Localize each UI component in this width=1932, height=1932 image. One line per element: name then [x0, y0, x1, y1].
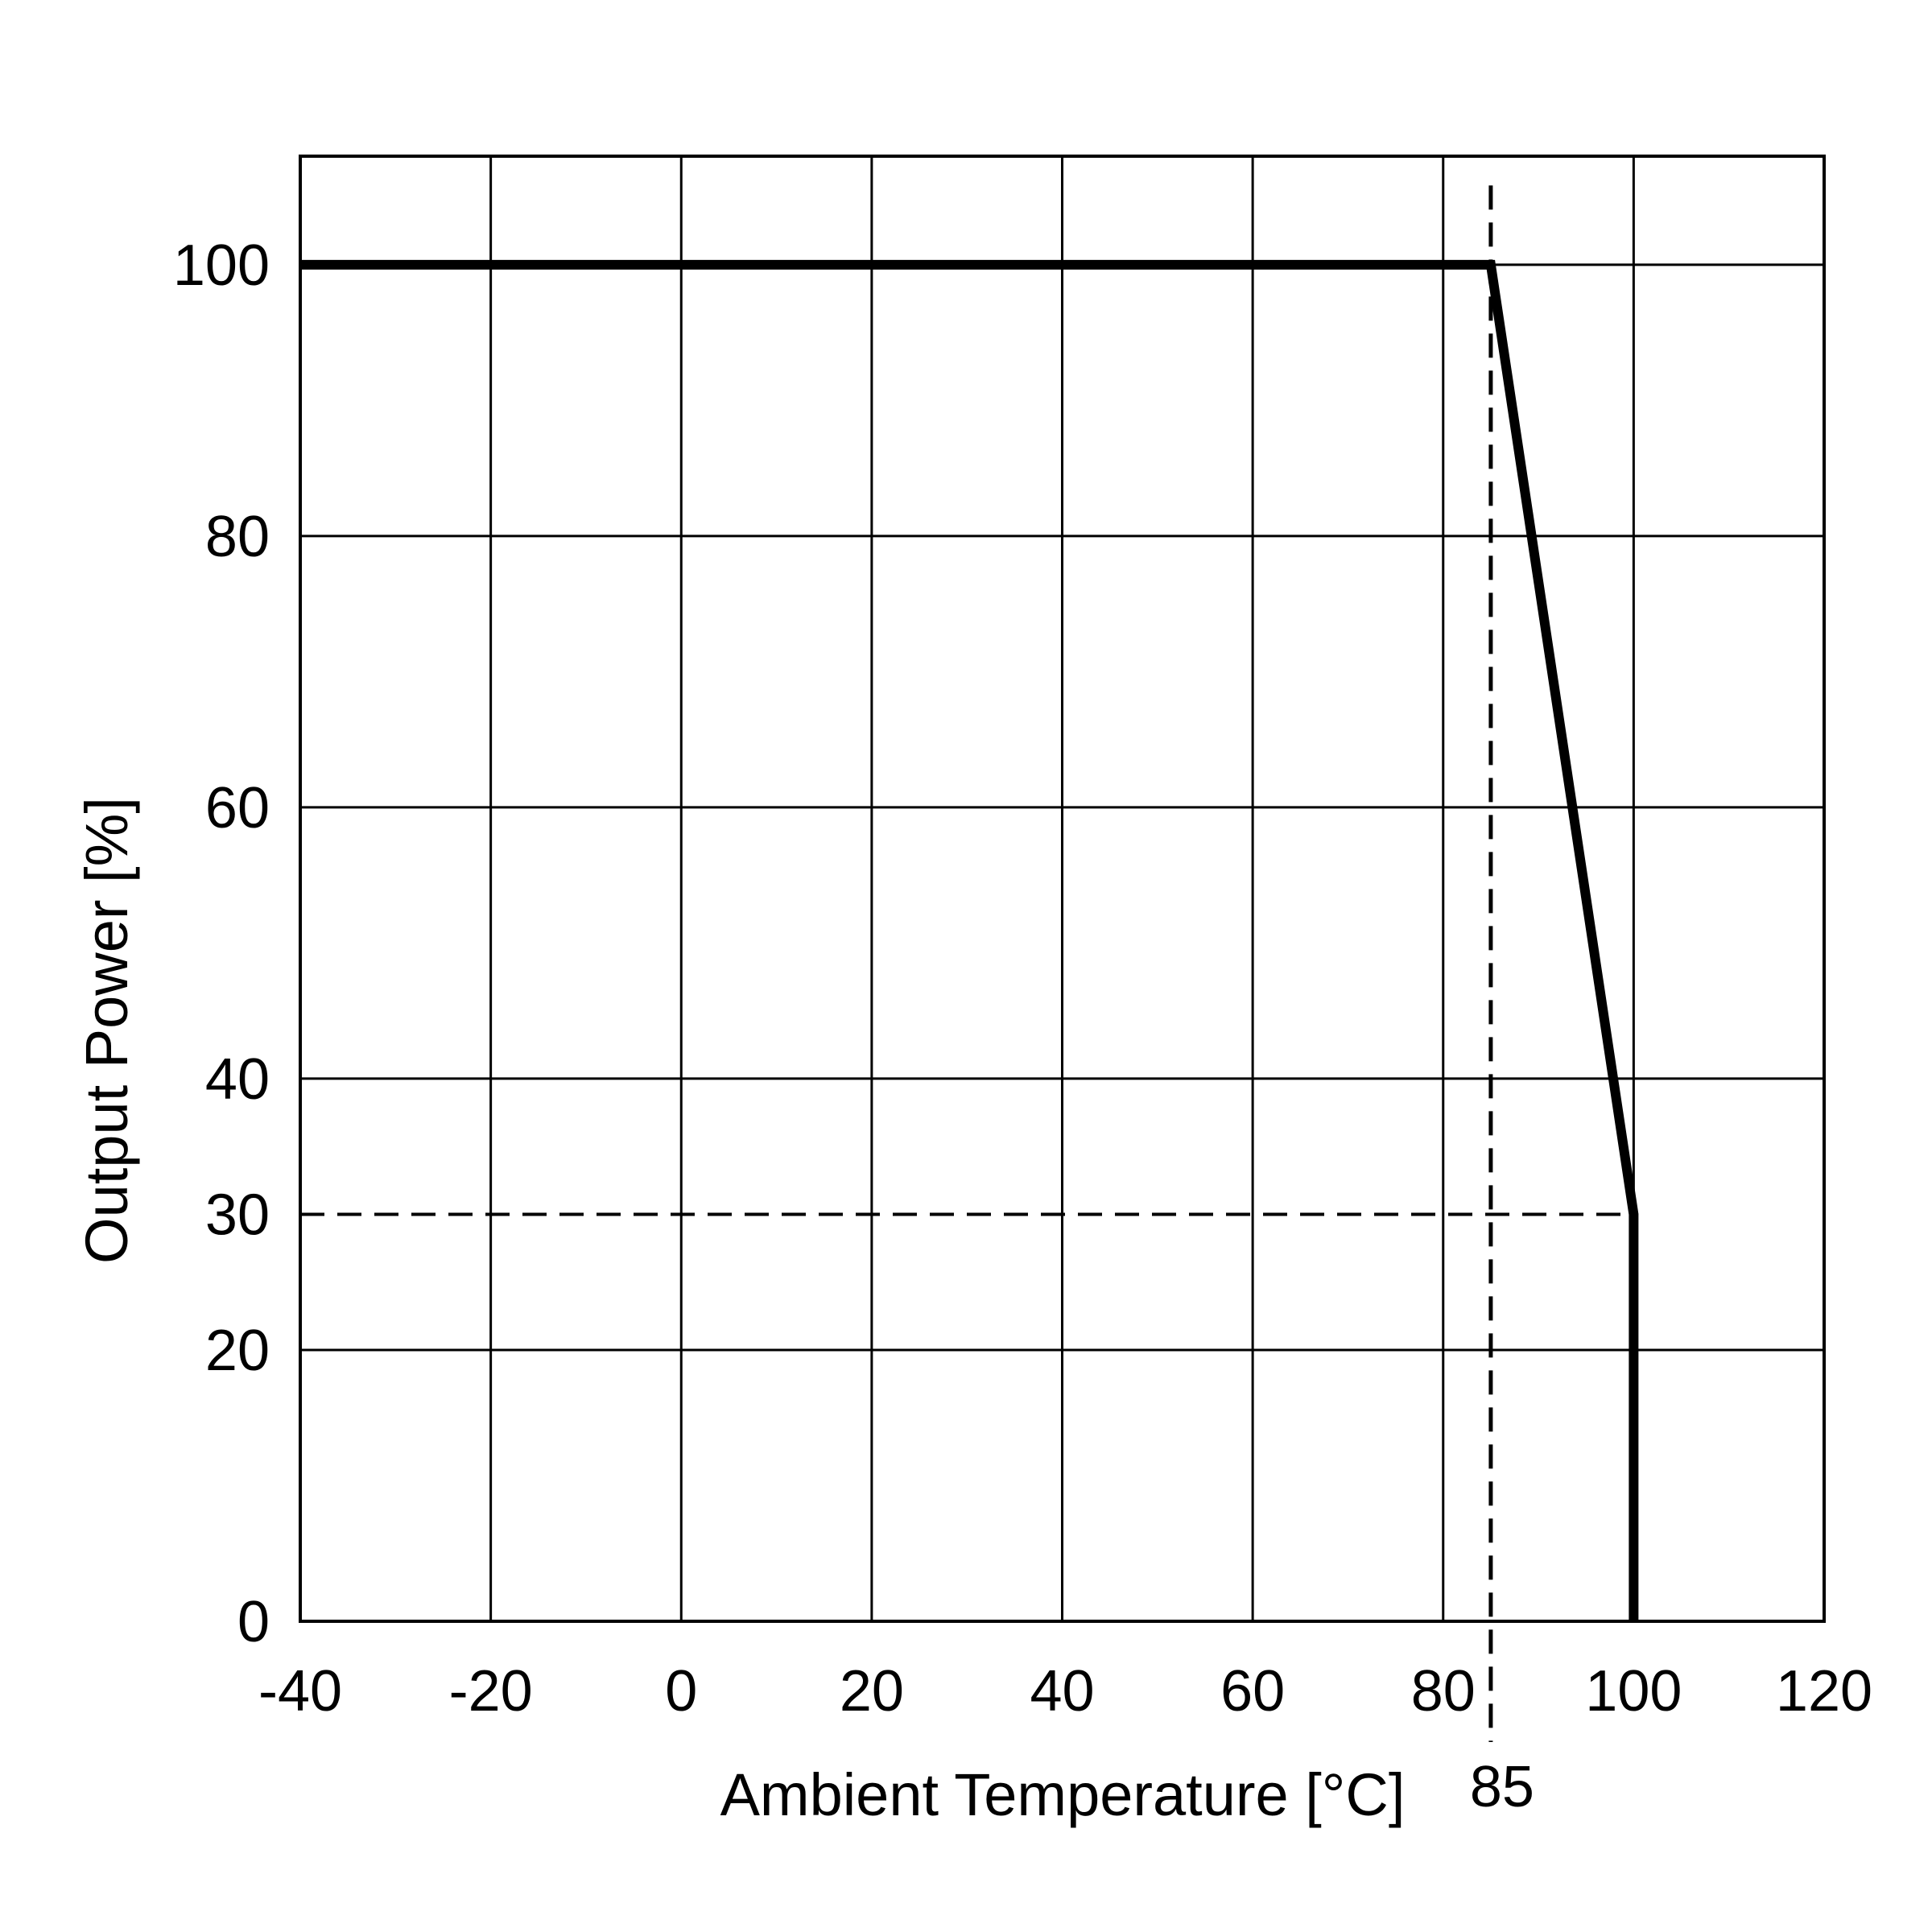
ref-x-label: 85	[1470, 1755, 1534, 1819]
x-tick-label: 20	[840, 1659, 904, 1724]
grid-lines	[300, 156, 1824, 1621]
x-tick-label: 80	[1411, 1659, 1476, 1724]
plot-frame	[299, 155, 1826, 1623]
y-tick-label: 80	[205, 505, 270, 569]
x-tick-label: -40	[258, 1659, 342, 1724]
y-tick-label: 60	[205, 776, 270, 840]
y-tick-label: 30	[205, 1183, 270, 1247]
x-tick-label: 120	[1776, 1659, 1872, 1724]
y-tick-label: 20	[205, 1319, 270, 1383]
series-lines	[300, 259, 1639, 1621]
x-tick-label: 100	[1585, 1659, 1682, 1724]
y-tick-label: 0	[237, 1590, 270, 1654]
x-tick-label: 60	[1220, 1659, 1285, 1724]
y-tick-label: 100	[173, 233, 270, 298]
derating-curve	[300, 259, 1639, 1621]
x-tick-label: -20	[449, 1659, 533, 1724]
x-tick-label: 40	[1030, 1659, 1094, 1724]
x-axis-label: Ambient Temperature [°C]	[720, 1761, 1406, 1828]
x-tick-label: 0	[665, 1659, 697, 1724]
reference-lines: 85	[300, 185, 1634, 1819]
y-axis-label: Output Power [%]	[73, 797, 140, 1264]
tick-labels: -40 -20 0 20 40 60 80 100 120 0 20 30 40 60 80 100	[173, 233, 1872, 1724]
y-tick-label: 40	[205, 1047, 270, 1112]
